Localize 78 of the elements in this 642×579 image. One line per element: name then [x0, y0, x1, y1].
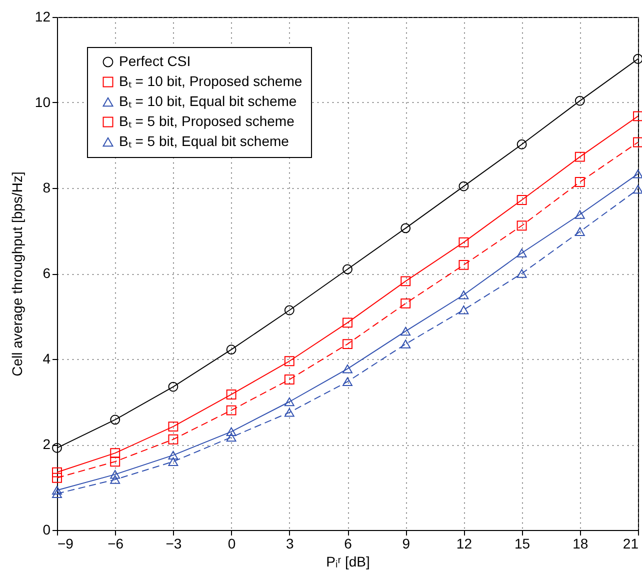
point — [458, 181, 469, 192]
point — [574, 227, 585, 236]
point — [284, 305, 294, 316]
y-tick-label: 12 — [34, 8, 51, 24]
point — [168, 457, 178, 466]
x-tick-label: 9 — [402, 536, 410, 552]
point — [52, 442, 62, 453]
point — [168, 434, 178, 444]
point — [400, 223, 411, 234]
x-tick-label: 18 — [572, 536, 588, 552]
y-tick-label: 6 — [42, 265, 51, 281]
point — [574, 96, 585, 106]
legend-label: Bₜ = 5 bit, Equal bit scheme — [119, 133, 290, 149]
point — [52, 472, 62, 483]
x-tick-label: 21 — [622, 536, 639, 552]
point — [342, 377, 352, 386]
point — [168, 422, 178, 432]
point — [110, 475, 120, 484]
point — [342, 364, 352, 374]
x-tick-label: −9 — [58, 536, 74, 552]
point — [516, 269, 527, 278]
x-tick-label: 12 — [456, 536, 472, 552]
point — [400, 340, 411, 348]
point — [226, 344, 236, 355]
point — [342, 318, 352, 328]
point — [226, 432, 236, 442]
point — [284, 397, 294, 406]
point — [226, 427, 236, 436]
point — [110, 470, 120, 479]
y-axis-title: Cell average throughput [bps/Hz] — [8, 172, 25, 376]
point — [633, 170, 642, 178]
point — [52, 467, 62, 478]
legend-label: Bₜ = 10 bit, Equal bit scheme — [119, 93, 297, 109]
legend-label: Bₜ = 5 bit, Proposed scheme — [119, 113, 295, 129]
x-tick-label: −6 — [108, 536, 124, 552]
point — [458, 260, 469, 270]
point — [458, 305, 469, 314]
point — [110, 456, 120, 467]
point — [516, 139, 527, 150]
x-tick-label: −3 — [166, 536, 182, 552]
point — [52, 486, 62, 495]
y-tick-label: 10 — [34, 94, 51, 110]
y-tick-label: 0 — [42, 522, 51, 538]
point — [110, 448, 120, 458]
point — [400, 276, 411, 286]
x-tick-label: 6 — [344, 536, 352, 552]
point — [284, 374, 294, 384]
point — [516, 248, 527, 258]
y-tick-label: 4 — [42, 350, 51, 366]
legend-label: Perfect CSI — [119, 53, 191, 69]
point — [168, 450, 178, 460]
point — [342, 264, 352, 274]
point — [458, 237, 469, 248]
x-tick-label: 15 — [514, 536, 530, 552]
point — [574, 152, 585, 162]
point — [110, 414, 120, 425]
y-tick-label: 2 — [42, 436, 51, 452]
point — [574, 177, 585, 187]
legend-label: Bₜ = 10 bit, Proposed scheme — [119, 73, 302, 89]
x-axis-title: Pᵢʳ [dB] — [326, 554, 370, 570]
point — [342, 339, 352, 350]
point — [52, 489, 62, 498]
x-tick-label: 3 — [286, 536, 294, 552]
point — [226, 390, 236, 400]
point — [400, 298, 411, 308]
point — [168, 382, 178, 392]
point — [516, 220, 527, 231]
point — [574, 210, 585, 219]
point — [284, 356, 294, 366]
point — [458, 290, 469, 300]
point — [516, 195, 527, 205]
x-tick-label: 0 — [228, 536, 236, 552]
point — [633, 184, 642, 194]
point — [400, 326, 411, 336]
y-tick-label: 8 — [42, 180, 51, 196]
point — [226, 405, 236, 416]
point — [633, 54, 642, 64]
point — [284, 408, 294, 417]
